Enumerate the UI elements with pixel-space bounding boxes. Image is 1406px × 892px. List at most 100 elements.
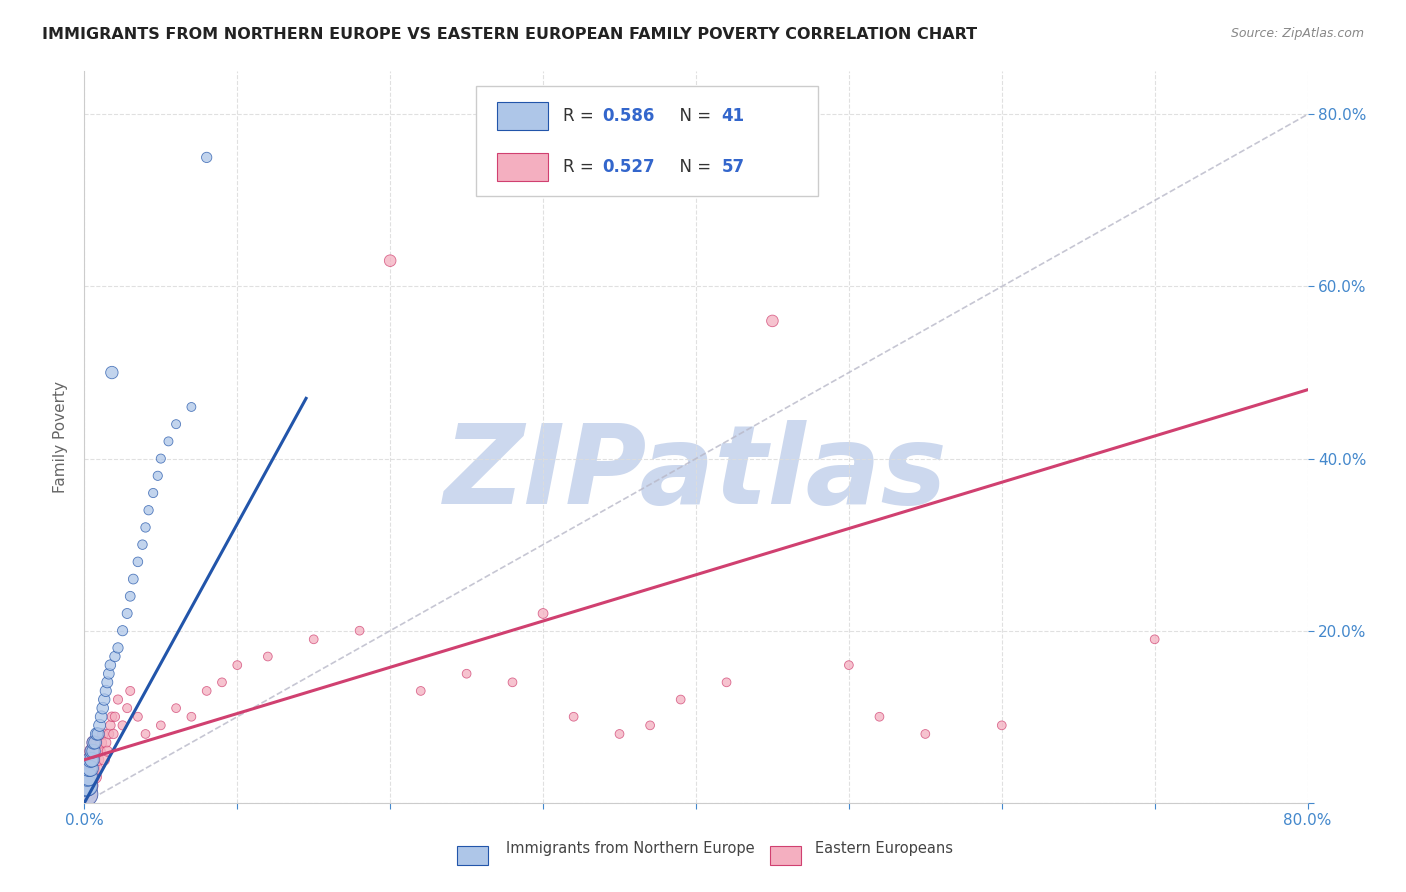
Point: [83, 753, 105, 767]
Point: [86, 735, 108, 749]
Point: [90, 710, 112, 724]
Point: [84, 744, 107, 758]
Point: [302, 632, 325, 647]
Point: [120, 684, 142, 698]
Point: [180, 710, 202, 724]
Point: [914, 727, 936, 741]
Point: [135, 520, 157, 534]
Point: [98, 658, 121, 673]
Text: IMMIGRANTS FROM NORTHERN EUROPE VS EASTERN EUROPEAN FAMILY POVERTY CORRELATION C: IMMIGRANTS FROM NORTHERN EUROPE VS EASTE…: [42, 27, 977, 42]
Bar: [496, 102, 548, 130]
Point: [135, 727, 157, 741]
Point: [502, 675, 524, 690]
Text: Eastern Europeans: Eastern Europeans: [815, 841, 953, 856]
Point: [146, 468, 169, 483]
Text: 57: 57: [721, 158, 745, 176]
Text: Source: ZipAtlas.com: Source: ZipAtlas.com: [1230, 27, 1364, 40]
FancyBboxPatch shape: [475, 86, 818, 195]
Text: R =: R =: [562, 158, 599, 176]
Point: [103, 727, 125, 741]
Point: [669, 692, 692, 706]
Point: [84, 770, 107, 784]
Point: [531, 607, 554, 621]
Point: [122, 572, 145, 586]
Y-axis label: Family Poverty: Family Poverty: [53, 381, 69, 493]
Point: [79, 770, 101, 784]
Text: N =: N =: [669, 107, 717, 125]
Point: [120, 589, 142, 603]
Point: [107, 692, 129, 706]
Point: [107, 640, 129, 655]
Point: [138, 503, 160, 517]
Point: [761, 314, 783, 328]
Point: [75, 787, 97, 801]
Point: [80, 744, 103, 758]
Point: [83, 735, 105, 749]
Point: [75, 787, 97, 801]
Point: [409, 684, 432, 698]
Point: [91, 701, 114, 715]
Point: [104, 649, 127, 664]
Point: [165, 417, 187, 432]
Point: [80, 744, 103, 758]
Point: [211, 675, 233, 690]
Point: [869, 710, 891, 724]
Point: [93, 753, 115, 767]
Point: [149, 451, 172, 466]
Point: [87, 727, 110, 741]
Point: [76, 779, 98, 793]
Point: [195, 684, 218, 698]
Point: [93, 692, 115, 706]
Point: [991, 718, 1014, 732]
Point: [562, 710, 585, 724]
Point: [83, 735, 105, 749]
Point: [84, 735, 107, 749]
Point: [1143, 632, 1166, 647]
Text: 0.586: 0.586: [602, 107, 654, 125]
Point: [89, 718, 111, 732]
Point: [127, 710, 149, 724]
Point: [157, 434, 180, 449]
Point: [94, 684, 117, 698]
Point: [80, 753, 103, 767]
Point: [838, 658, 860, 673]
Point: [165, 701, 187, 715]
Point: [226, 658, 249, 673]
Point: [115, 607, 138, 621]
Text: 41: 41: [721, 107, 745, 125]
Point: [89, 744, 111, 758]
Point: [79, 761, 101, 775]
Point: [96, 675, 118, 690]
Bar: [496, 153, 548, 181]
Point: [609, 727, 631, 741]
Point: [77, 770, 100, 784]
Point: [131, 538, 153, 552]
Point: [77, 761, 100, 775]
Bar: [457, 846, 488, 865]
Text: ZIPatlas: ZIPatlas: [444, 420, 948, 527]
Point: [79, 753, 101, 767]
Point: [257, 649, 280, 664]
Text: Immigrants from Northern Europe: Immigrants from Northern Europe: [506, 841, 755, 856]
Point: [349, 624, 371, 638]
Point: [83, 744, 105, 758]
Point: [127, 555, 149, 569]
Point: [86, 727, 108, 741]
Point: [97, 666, 120, 681]
Point: [90, 735, 112, 749]
Point: [115, 701, 138, 715]
Point: [87, 753, 110, 767]
Point: [638, 718, 661, 732]
Point: [94, 735, 117, 749]
Point: [98, 718, 121, 732]
Point: [380, 253, 402, 268]
Point: [195, 150, 218, 164]
Point: [101, 366, 124, 380]
Point: [77, 761, 100, 775]
Point: [111, 718, 134, 732]
Point: [97, 727, 120, 741]
Point: [456, 666, 478, 681]
Point: [96, 744, 118, 758]
Point: [86, 761, 108, 775]
Point: [716, 675, 738, 690]
